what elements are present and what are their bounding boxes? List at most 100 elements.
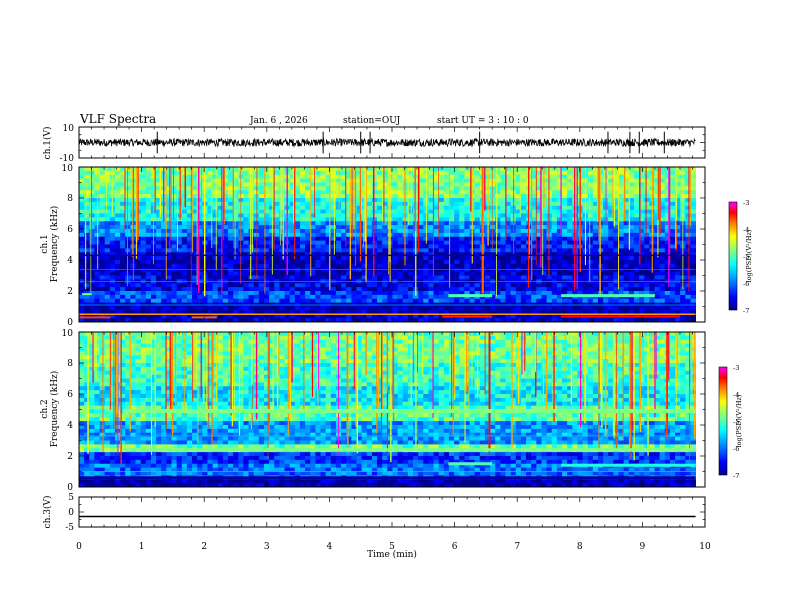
spectrogram-cell (546, 306, 553, 311)
spectrogram-cell (633, 229, 640, 234)
spectrogram-cell (392, 182, 398, 187)
spectrogram-cell (520, 263, 527, 269)
spectrogram-cell (505, 182, 512, 187)
spectrogram-cell (623, 229, 630, 234)
spectrogram-cell (397, 236, 404, 242)
spectrogram-cell (618, 170, 625, 176)
spectrogram-cell (639, 209, 645, 214)
spectrogram-cell (94, 310, 100, 315)
spectrogram-cell (551, 240, 558, 245)
spectrogram-cell (474, 225, 481, 230)
spectrogram-cell (299, 294, 306, 300)
spectrogram-cell (623, 310, 630, 315)
spectrogram-cell (680, 294, 686, 300)
spectrogram-cell (418, 182, 424, 187)
spectrogram-cell (84, 213, 90, 218)
spectrogram-cell (176, 182, 183, 187)
spectrogram-cell (279, 291, 285, 296)
spectrogram-cell (428, 283, 434, 288)
spectrogram-cell (690, 167, 697, 172)
spectrogram-cell (438, 186, 445, 191)
spectrogram-cell (351, 287, 357, 292)
spectrogram-cell (325, 275, 332, 280)
spectrogram-cell (186, 260, 193, 265)
spectrogram-cell (197, 213, 203, 218)
spectrogram-cell (392, 217, 398, 222)
spectrogram-cell (562, 221, 568, 226)
spectrogram-cell (269, 167, 275, 172)
spectrogram-cell (639, 310, 645, 315)
spectrogram-cell (551, 209, 558, 214)
spectrogram-cell (289, 229, 296, 234)
spectrogram-cell (464, 170, 470, 176)
spectrogram-cell (474, 209, 481, 214)
spectrogram-cell (248, 205, 255, 211)
spectrogram-cell (459, 283, 465, 288)
spectrogram-cell (438, 260, 445, 265)
spectrogram-cell (351, 252, 357, 257)
spectrogram-cell (212, 170, 219, 176)
spectrogram-cell (361, 263, 368, 269)
spectrogram-cell (659, 167, 666, 172)
spectrogram-cell (341, 263, 347, 269)
spectrogram-cell (520, 217, 527, 222)
ch1-waveform-line (78, 137, 696, 148)
spectrogram-cell (181, 205, 188, 211)
spectrogram-cell (166, 275, 172, 280)
spectrogram-cell (120, 291, 126, 296)
spectrogram-cell (418, 240, 424, 245)
ch1-spectrogram-panel: 0 2 4 6 8 10 ch.1 Frequency (kHz) -3 -4 … (40, 164, 753, 328)
spectrogram-cell (587, 232, 594, 238)
spectrogram-cell (325, 267, 332, 273)
spectrogram-cell (675, 298, 681, 304)
spectrogram-cell (99, 310, 106, 315)
spectrogram-cell (618, 194, 625, 199)
spectrogram-cell (562, 170, 568, 176)
spectrogram-cell (628, 174, 635, 180)
spectrogram-cell (207, 213, 213, 218)
spectrogram-cell (222, 213, 229, 218)
spectrogram-cell (109, 256, 116, 261)
spectrogram-cell (675, 240, 681, 245)
spectrogram-cell (418, 275, 424, 280)
spectrogram-cell (397, 170, 404, 176)
spectrogram-cell (248, 198, 255, 203)
spectrogram-cell (79, 283, 85, 288)
spectrogram-cell (628, 306, 635, 311)
spectrogram-cell (382, 318, 388, 323)
spectrogram-cell (397, 194, 404, 199)
spectrogram-cell (217, 283, 224, 288)
spectrogram-cell (269, 221, 275, 226)
spectrogram-cell (228, 240, 234, 245)
spectrogram-cell (592, 213, 599, 218)
spectrogram-cell (654, 291, 661, 296)
spectrogram-cell (94, 271, 100, 276)
spectrogram-cell (171, 287, 178, 292)
spectrogram-cell (644, 298, 650, 304)
spectrogram-cell (433, 167, 440, 172)
spectrogram-cell (490, 217, 496, 222)
spectrogram-cell (274, 306, 280, 311)
spectrogram-cell (397, 298, 404, 304)
spectrogram-cell (433, 291, 440, 296)
spectrogram-cell (531, 287, 537, 292)
spectrogram-cell (114, 310, 121, 315)
spectrogram-cell (377, 170, 383, 176)
spectrogram-cell (89, 190, 95, 195)
spectrogram-cell (628, 298, 635, 304)
spectrogram-cell (356, 318, 363, 323)
spectrogram-cell (582, 318, 589, 323)
spectrogram-cell (505, 225, 512, 230)
spectrogram-cell (418, 194, 424, 199)
spectrogram-cell (371, 236, 378, 242)
spectrogram-cell (156, 318, 162, 323)
spectrogram-cell (202, 298, 208, 304)
spectrogram-cell (315, 252, 321, 257)
spectrogram-cell (94, 229, 100, 234)
spectrogram-cell (520, 275, 527, 280)
spectrogram-cell (299, 271, 306, 276)
spectrogram-cell (407, 236, 414, 242)
spectrogram-cell (320, 263, 327, 269)
spectrogram-cell (603, 291, 609, 296)
spectrogram-cell (582, 267, 589, 273)
